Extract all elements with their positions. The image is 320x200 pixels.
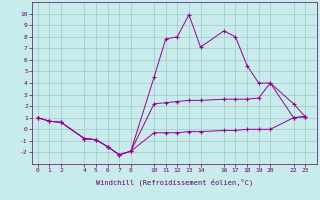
X-axis label: Windchill (Refroidissement éolien,°C): Windchill (Refroidissement éolien,°C) <box>96 179 253 186</box>
